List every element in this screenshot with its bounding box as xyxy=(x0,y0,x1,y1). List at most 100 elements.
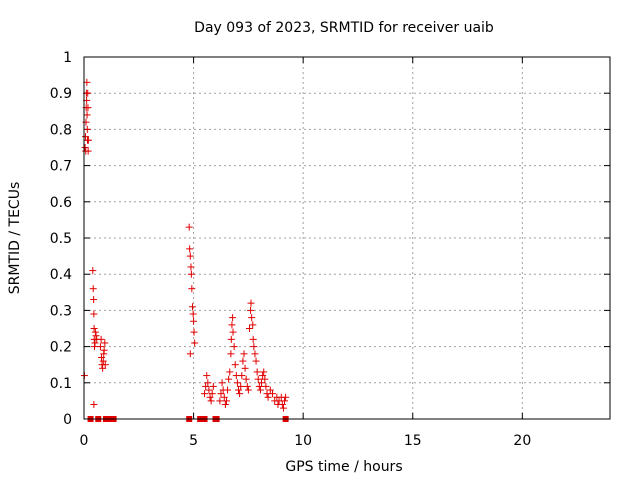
data-point xyxy=(230,343,238,351)
data-point xyxy=(90,325,98,332)
data-point xyxy=(279,404,287,412)
data-point xyxy=(224,386,232,394)
x-tick-label: 10 xyxy=(294,433,312,449)
data-point xyxy=(206,393,214,401)
data-point xyxy=(242,375,250,383)
data-point xyxy=(101,361,109,369)
data-point xyxy=(216,397,224,405)
data-point xyxy=(245,325,253,332)
data-point xyxy=(243,382,251,390)
data-point xyxy=(231,361,239,369)
data-point xyxy=(201,390,209,398)
data-point xyxy=(227,335,235,343)
data-point xyxy=(185,223,193,231)
data-point xyxy=(89,267,97,275)
data-point xyxy=(190,317,198,325)
data-point xyxy=(264,393,272,401)
x-tick-label: 0 xyxy=(80,433,89,449)
x-tick-label: 20 xyxy=(513,433,531,449)
data-point xyxy=(89,285,97,293)
data-point xyxy=(249,321,257,329)
data-point xyxy=(233,379,241,387)
y-tick-label: 0.4 xyxy=(50,267,72,283)
data-point xyxy=(186,252,194,260)
data-point xyxy=(228,321,236,329)
data-point xyxy=(250,343,258,351)
data-point xyxy=(83,78,91,86)
data-point xyxy=(261,375,269,383)
data-point xyxy=(256,386,264,394)
y-tick-label: 0.1 xyxy=(50,376,72,392)
grid xyxy=(84,57,610,419)
data-point xyxy=(235,386,243,394)
data-point xyxy=(99,364,107,372)
data-point xyxy=(247,299,255,307)
data-point xyxy=(91,328,99,336)
data-point xyxy=(203,372,211,380)
data-point xyxy=(90,296,98,304)
data-point xyxy=(258,379,266,387)
data-point xyxy=(236,390,244,398)
data-point xyxy=(229,328,237,336)
data-point xyxy=(237,382,245,390)
data-point xyxy=(84,104,92,112)
y-tick-label: 0.2 xyxy=(50,340,72,356)
data-point xyxy=(226,368,234,376)
x-tick-label: 5 xyxy=(189,433,198,449)
data-point xyxy=(217,390,225,398)
data-point xyxy=(222,397,230,405)
data-point xyxy=(244,386,252,394)
data-point xyxy=(259,372,267,380)
data-point xyxy=(282,393,290,401)
axis-ticks: 00.10.20.30.40.50.60.70.80.910 5 10 15 20 xyxy=(50,50,610,449)
data-point xyxy=(91,339,99,347)
data-point xyxy=(278,401,286,409)
y-axis-label: SRMTID / TECUs xyxy=(7,182,23,295)
chart-title: Day 093 of 2023, SRMTID for receiver uai… xyxy=(194,20,494,36)
data-point xyxy=(188,303,196,311)
data-point xyxy=(99,357,107,365)
data-point xyxy=(81,144,89,151)
data-point xyxy=(249,335,257,343)
data-point xyxy=(187,270,195,278)
data-point xyxy=(254,375,262,383)
data-point xyxy=(247,306,255,314)
data-point xyxy=(204,379,212,387)
data-point xyxy=(202,382,210,390)
y-tick-label: 0.3 xyxy=(50,303,72,319)
data-point xyxy=(262,382,270,390)
data-point xyxy=(255,382,263,390)
data-point xyxy=(281,397,289,405)
data-point xyxy=(207,397,215,405)
y-tick-label: 0.6 xyxy=(50,195,72,211)
data-point xyxy=(238,372,246,380)
data-point xyxy=(220,393,228,401)
data-point xyxy=(100,346,108,354)
data-point xyxy=(260,368,268,376)
data-point xyxy=(92,332,100,340)
data-point xyxy=(221,401,229,409)
data-point xyxy=(90,401,98,409)
data-point xyxy=(186,350,194,358)
data-point xyxy=(190,328,198,336)
data-point xyxy=(187,263,195,271)
x-tick-label: 15 xyxy=(404,433,422,449)
data-points xyxy=(80,78,290,422)
data-point xyxy=(266,386,274,394)
data-point xyxy=(186,245,194,253)
y-tick-label: 0.8 xyxy=(50,122,72,138)
y-tick-label: 0 xyxy=(63,412,72,428)
data-point xyxy=(84,89,92,97)
data-point xyxy=(188,285,196,293)
y-tick-label: 0.5 xyxy=(50,231,72,247)
y-tick-label: 0.7 xyxy=(50,159,72,175)
data-point xyxy=(253,368,261,376)
data-point xyxy=(227,350,235,358)
data-point xyxy=(209,382,217,390)
data-point xyxy=(239,357,247,365)
data-point xyxy=(251,350,259,358)
data-point xyxy=(268,390,276,398)
data-point xyxy=(240,350,248,358)
y-tick-label: 1 xyxy=(63,50,72,66)
